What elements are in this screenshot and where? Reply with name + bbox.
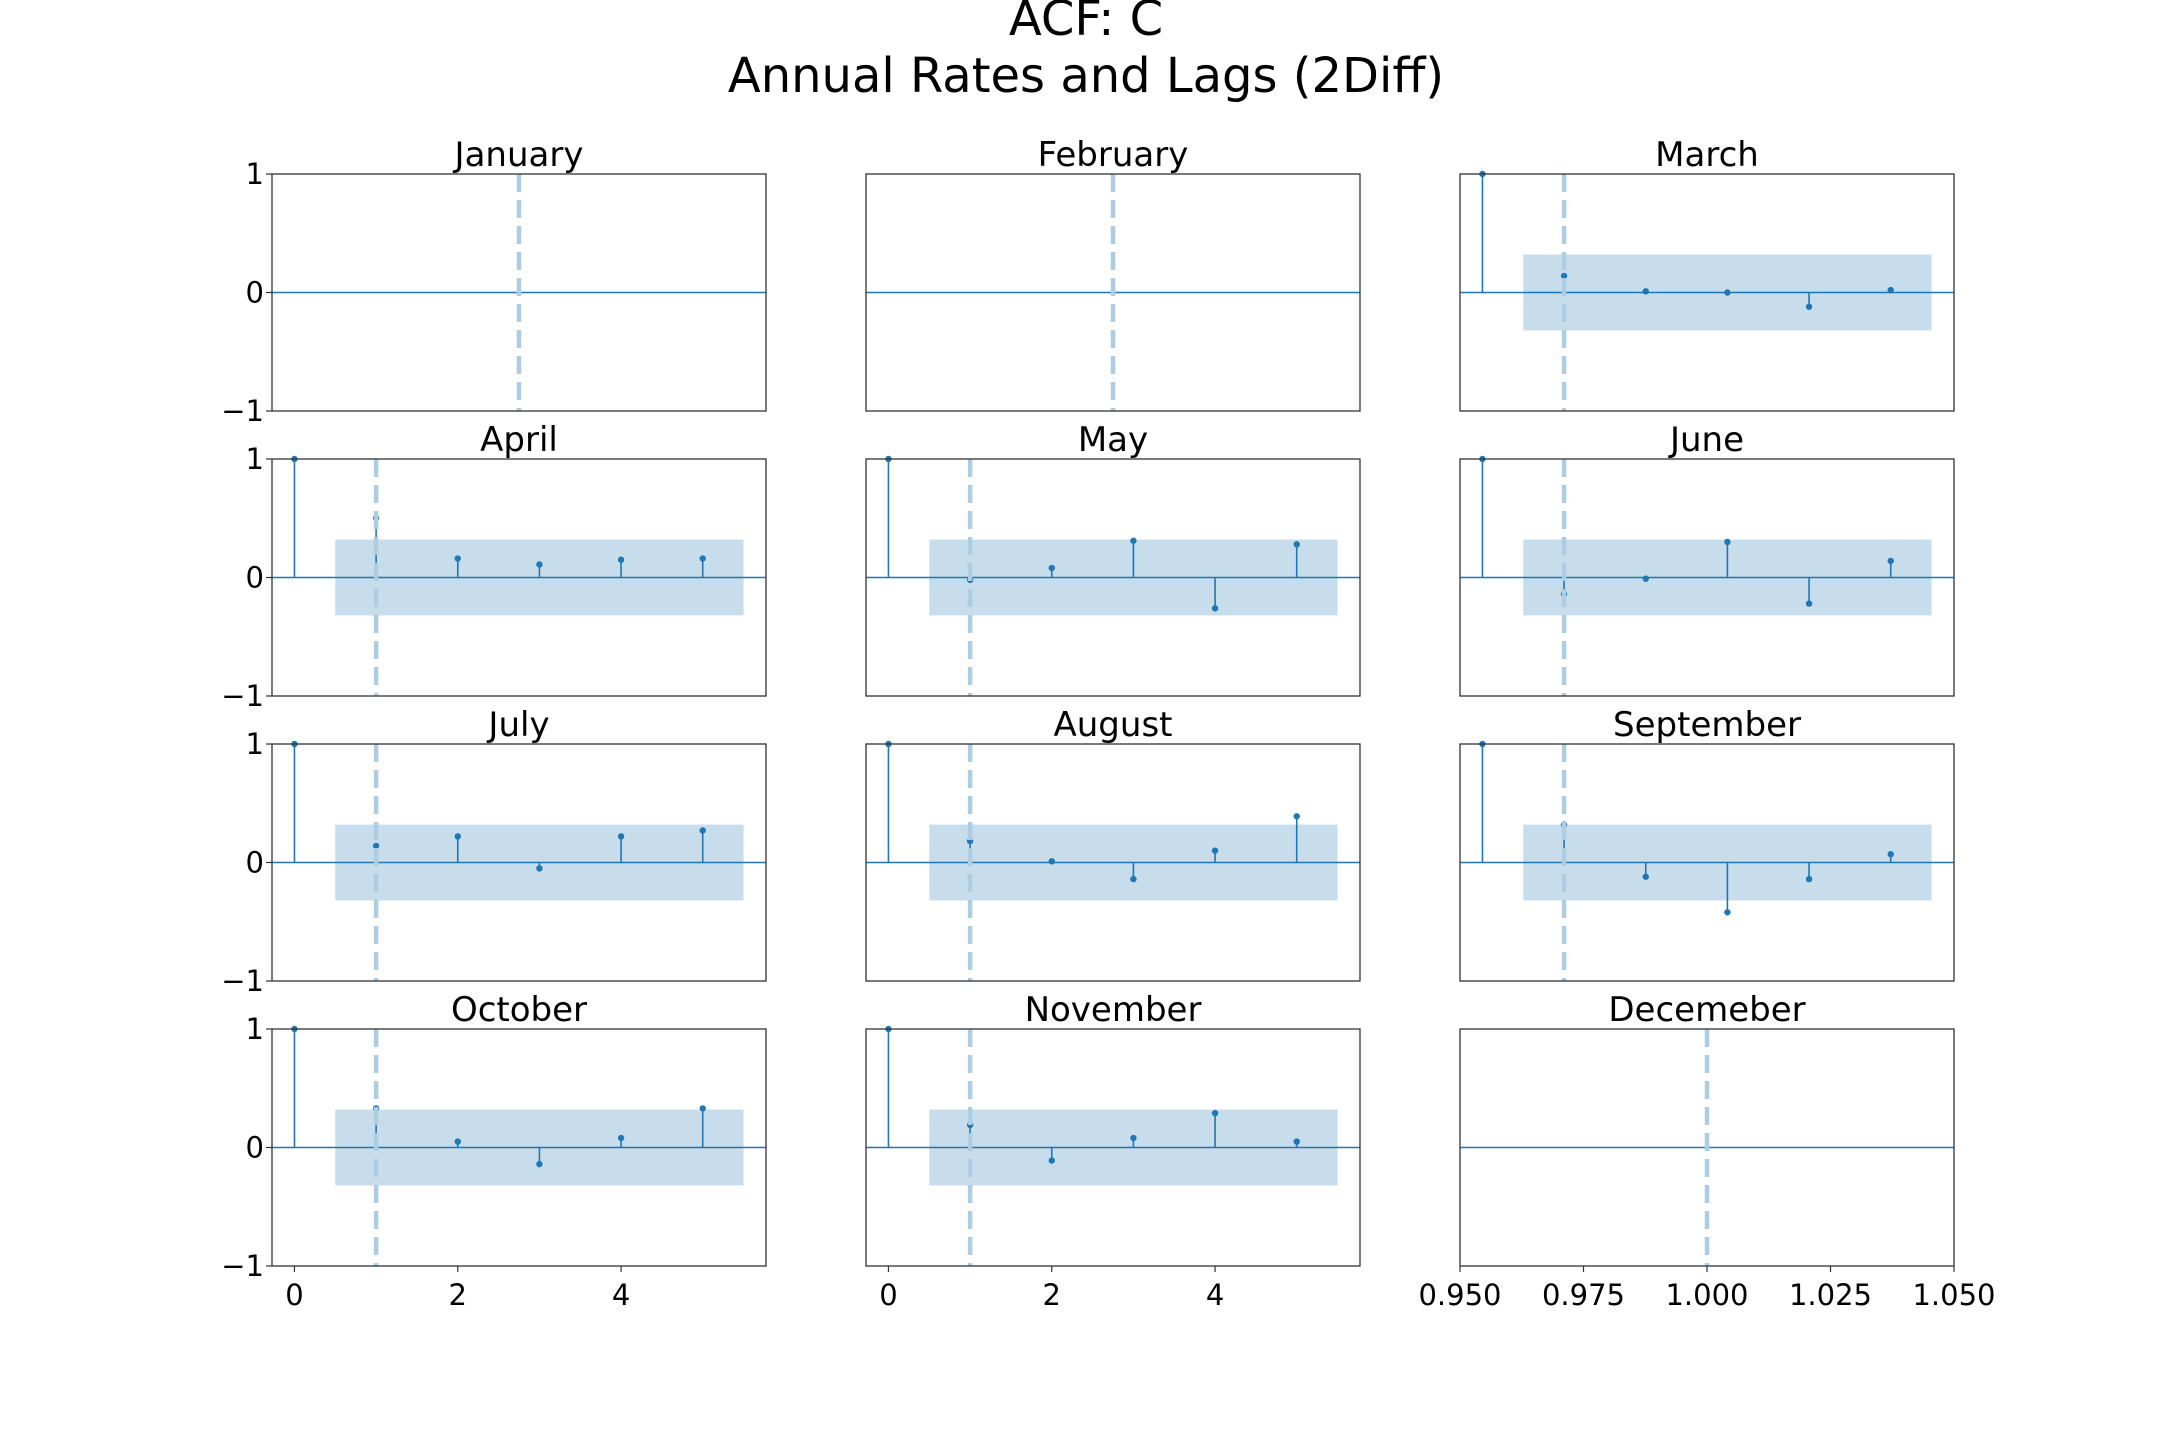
subplot-title: July	[486, 705, 549, 745]
acf-point	[1724, 289, 1731, 296]
acf-point	[1724, 909, 1731, 916]
axes-frame	[1459, 458, 1955, 697]
subplot-april: April 1 0 −1	[221, 420, 767, 713]
subplot-may: May	[865, 420, 1361, 697]
acf-point	[1887, 851, 1894, 858]
acf-point	[536, 865, 543, 872]
acf-point	[1293, 541, 1300, 548]
acf-point	[1642, 575, 1649, 582]
x-tick-label: 4	[1206, 1278, 1224, 1312]
subplot-november: November 0 2 4	[865, 990, 1361, 1312]
acf-point	[1642, 873, 1649, 880]
acf-point	[1130, 875, 1137, 883]
subplot-october: October 1 0 −1 0 2 4	[221, 990, 767, 1312]
y-tick-label: 0	[246, 1131, 264, 1165]
y-tick-label: −1	[221, 964, 264, 998]
axes-frame	[865, 1028, 1361, 1267]
x-tick-label: 0.950	[1418, 1278, 1501, 1312]
x-tick-label: 1.050	[1912, 1278, 1995, 1312]
acf-point	[1887, 557, 1894, 565]
acf-point	[1293, 1138, 1300, 1145]
acf-point	[372, 842, 380, 850]
axes-frame	[865, 458, 1361, 697]
subplot-grid: January 1 0 −1 February March April 1 0 −1 May June…	[221, 135, 1995, 1312]
subplot-title: May	[1078, 420, 1148, 460]
acf-point	[699, 1105, 706, 1112]
acf-point	[454, 1138, 461, 1145]
acf-point	[1805, 875, 1813, 883]
subplot-august: August	[865, 705, 1361, 982]
acf-point	[454, 833, 461, 840]
acf-point	[536, 1160, 543, 1168]
subplot-decemeber: Decemeber 0.950 0.975 1.000 1.025 1.050	[1418, 990, 1995, 1312]
acf-point	[1048, 858, 1055, 865]
x-tick-label: 4	[612, 1278, 630, 1312]
figure-title-line1: ACF: C	[1009, 0, 1163, 47]
x-tick-label: 2	[1043, 1278, 1061, 1312]
axes-frame	[865, 173, 1361, 412]
acf-point	[1642, 288, 1649, 295]
subplot-title: November	[1025, 990, 1202, 1030]
y-tick-label: 1	[246, 157, 264, 191]
subplot-title: February	[1038, 135, 1189, 175]
axes-frame	[1459, 743, 1955, 982]
acf-point	[1211, 847, 1219, 854]
acf-point	[1211, 1109, 1219, 1117]
x-tick-label: 2	[449, 1278, 467, 1312]
x-tick-label: 1.025	[1789, 1278, 1872, 1312]
acf-point	[1130, 1134, 1137, 1142]
x-tick-label: 1.000	[1665, 1278, 1748, 1312]
acf-point	[617, 1134, 625, 1142]
y-tick-label: −1	[221, 1249, 264, 1283]
acf-point	[1293, 813, 1300, 820]
acf-point	[454, 555, 461, 562]
y-tick-label: 1	[246, 442, 264, 476]
acf-point	[699, 555, 706, 562]
subplot-june: June	[1459, 420, 1955, 697]
subplot-title: September	[1613, 705, 1801, 745]
y-tick-label: −1	[221, 679, 264, 713]
acf-point	[1560, 272, 1568, 280]
subplot-title: January	[453, 135, 584, 175]
acf-point	[699, 827, 706, 834]
subplot-july: July 1 0 −1	[221, 705, 767, 998]
acf-point	[1805, 303, 1813, 310]
y-tick-label: −1	[221, 394, 264, 428]
subplot-title: April	[480, 420, 558, 460]
y-tick-label: 0	[246, 846, 264, 880]
acf-point	[1048, 1157, 1055, 1164]
subplot-january: January 1 0 −1	[221, 135, 767, 428]
acf-point	[1805, 600, 1813, 607]
subplot-title: October	[451, 990, 587, 1030]
acf-point	[536, 561, 543, 568]
subplot-title: March	[1655, 135, 1759, 175]
x-tick-label: 0	[285, 1278, 303, 1312]
acf-point	[1724, 538, 1731, 546]
acf-point	[1130, 537, 1137, 544]
axes-frame	[865, 743, 1361, 982]
acf-point	[617, 833, 625, 840]
axes-frame	[1459, 173, 1955, 412]
acf-point	[1887, 286, 1894, 294]
subplot-title: Decemeber	[1608, 990, 1805, 1030]
subplot-march: March	[1459, 135, 1955, 412]
y-tick-label: 0	[246, 276, 264, 310]
x-tick-label: 0	[879, 1278, 897, 1312]
x-tick-label: 0.975	[1542, 1278, 1625, 1312]
acf-point	[1048, 564, 1055, 572]
acf-point	[617, 556, 625, 563]
y-tick-label: 1	[246, 1012, 264, 1046]
y-tick-label: 0	[246, 561, 264, 595]
subplot-september: September	[1459, 705, 1955, 982]
acf-point	[1211, 605, 1219, 612]
subplot-title: August	[1054, 705, 1173, 745]
figure-title-line2: Annual Rates and Lags (2Diff)	[728, 48, 1444, 104]
subplot-february: February	[865, 135, 1361, 412]
subplot-title: June	[1668, 420, 1744, 460]
y-tick-label: 1	[246, 727, 264, 761]
